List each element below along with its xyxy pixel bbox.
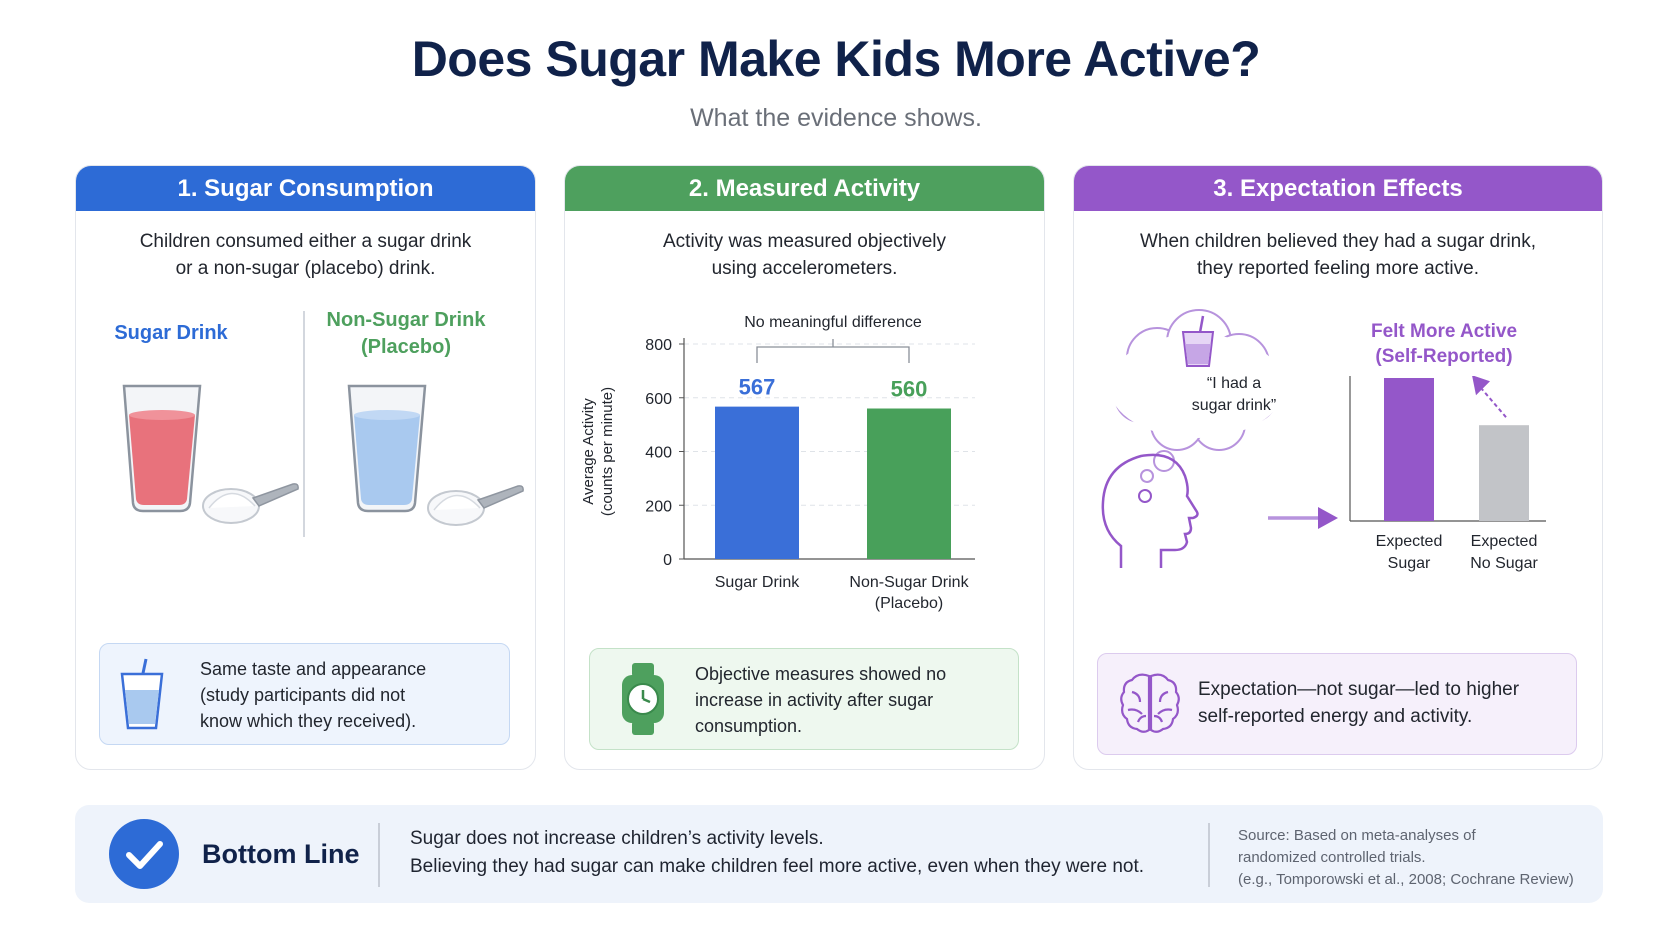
bottom-line-sentence: Believing they had sugar can make childr…	[410, 856, 1145, 877]
smartwatch-icon	[622, 663, 664, 735]
panel-measured-activity: 2. Measured Activity Activity was measur…	[564, 165, 1045, 770]
arrow-right-icon	[1268, 507, 1338, 529]
sugar-drink-glass-icon	[122, 384, 202, 513]
callout-line: consumption.	[695, 716, 803, 736]
brain-icon	[1120, 673, 1180, 733]
panel-heading: 3. Expectation Effects	[1074, 166, 1602, 211]
desc-line: Children consumed either a sugar drink	[139, 231, 472, 252]
x-category-label: No Sugar	[1470, 555, 1538, 572]
placebo-drink-label: Non-Sugar Drink (Placebo)	[306, 307, 506, 361]
bar	[867, 408, 951, 559]
callout-line: (study participants did not	[200, 685, 406, 705]
y-tick-label: 200	[645, 498, 672, 515]
bar	[1479, 425, 1529, 521]
banner-divider	[378, 823, 380, 887]
checkmark-icon	[109, 819, 179, 889]
thought-line: sugar drink”	[1191, 397, 1277, 414]
callout-text: Objective measures showed no increase in…	[695, 661, 946, 739]
expectation-bar-chart: Expected Sugar Expected No Sugar	[1349, 376, 1546, 572]
callout-expectation: Expectation—not sugar—led to higher self…	[1097, 653, 1577, 755]
callout-same-taste: Same taste and appearance (study partici…	[99, 643, 510, 745]
placebo-glass-icon	[347, 384, 427, 513]
banner-divider	[1208, 823, 1210, 887]
callout-line: self-reported energy and activity.	[1198, 706, 1473, 727]
source-citation: Source: Based on meta-analyses of random…	[1238, 825, 1574, 891]
desc-line: When children believed they had a sugar …	[1139, 231, 1537, 252]
bottom-line-sentence: Sugar does not increase children’s activ…	[410, 828, 824, 849]
y-axis-label-line: Average Activity	[580, 398, 597, 505]
placebo-label-line: (Placebo)	[360, 336, 452, 358]
panel-sugar-consumption: 1. Sugar Consumption Children consumed e…	[75, 165, 536, 770]
activity-bar-chart: 0 200 400 600 800 Average Activity (counts per…	[580, 314, 975, 612]
trend-arrow-head	[1472, 376, 1490, 396]
panel-description: When children believed they had a sugar …	[1074, 228, 1602, 282]
bar	[1384, 378, 1434, 521]
trend-arrow-line	[1481, 388, 1507, 418]
source-line: (e.g., Tomporowski et al., 2008; Cochran…	[1238, 871, 1574, 888]
callout-line: know which they received).	[200, 711, 417, 731]
x-category-label: Sugar Drink	[715, 574, 800, 591]
callout-text: Expectation—not sugar—led to higher self…	[1198, 676, 1519, 730]
callout-line: increase in activity after sugar	[695, 690, 934, 710]
page-subtitle: What the evidence shows.	[690, 104, 982, 132]
expectation-chart-title: Felt More Active (Self-Reported)	[1344, 319, 1544, 369]
panel-description: Activity was measured objectively using …	[565, 228, 1044, 282]
y-tick-label: 600	[645, 391, 672, 408]
desc-line: using accelerometers.	[711, 258, 898, 279]
desc-line: or a non-sugar (placebo) drink.	[175, 258, 436, 279]
source-line: Source: Based on meta-analyses of	[1238, 827, 1476, 844]
sugar-drink-label: Sugar Drink	[114, 322, 228, 344]
page-title: Does Sugar Make Kids More Active?	[411, 31, 1261, 87]
callout-objective-measures: Objective measures showed no increase in…	[589, 648, 1019, 750]
column-divider	[303, 311, 305, 537]
placebo-label-line: Non-Sugar Drink	[326, 309, 486, 331]
panel-expectation-effects: 3. Expectation Effects When children bel…	[1073, 165, 1603, 770]
y-axis-label-line: (counts per minute)	[599, 387, 616, 516]
chart-title-line: Felt More Active	[1370, 321, 1518, 342]
x-category-label: Sugar	[1388, 555, 1431, 572]
annotation-label: No meaningful difference	[744, 314, 922, 331]
x-category-label: (Placebo)	[875, 595, 943, 612]
bar-value-label: 567	[739, 375, 776, 400]
bottom-line-text: Sugar does not increase children’s activ…	[410, 825, 1144, 881]
callout-line: Same taste and appearance	[200, 659, 427, 679]
x-category-label: Expected	[1471, 533, 1538, 550]
y-tick-label: 0	[663, 552, 672, 569]
panel-description: Children consumed either a sugar drink o…	[76, 228, 535, 282]
y-tick-label: 800	[645, 337, 672, 354]
y-tick-label: 400	[645, 445, 672, 462]
desc-line: Activity was measured objectively	[663, 231, 946, 252]
bar	[715, 406, 799, 559]
callout-text: Same taste and appearance (study partici…	[200, 656, 426, 734]
y-axis-label: Average Activity (counts per minute)	[580, 387, 616, 516]
thought-cloud-icon	[1109, 309, 1285, 483]
callout-line: Objective measures showed no	[695, 664, 947, 684]
bottom-line-banner: Bottom Line Sugar does not increase chil…	[75, 805, 1603, 903]
bar-value-label: 560	[891, 377, 928, 402]
source-line: randomized controlled trials.	[1238, 849, 1426, 866]
chart-title-line: (Self-Reported)	[1375, 346, 1513, 367]
panel-heading: 2. Measured Activity	[565, 166, 1044, 211]
sugar-scoop-icon	[427, 485, 524, 526]
straw-cup-icon	[120, 658, 164, 730]
callout-line: Expectation—not sugar—led to higher	[1198, 679, 1520, 700]
desc-line: they reported feeling more active.	[1197, 258, 1479, 279]
bottom-line-title: Bottom Line	[202, 839, 360, 869]
sugar-scoop-icon	[202, 483, 299, 524]
thought-text: “I had a sugar drink”	[1134, 373, 1334, 417]
x-category-label: Expected	[1376, 533, 1443, 550]
difference-bracket	[756, 339, 910, 363]
head-profile-icon	[1101, 453, 1199, 568]
panel-heading: 1. Sugar Consumption	[76, 166, 535, 211]
x-category-label: Non-Sugar Drink	[849, 574, 969, 591]
thought-line: “I had a	[1206, 375, 1262, 392]
